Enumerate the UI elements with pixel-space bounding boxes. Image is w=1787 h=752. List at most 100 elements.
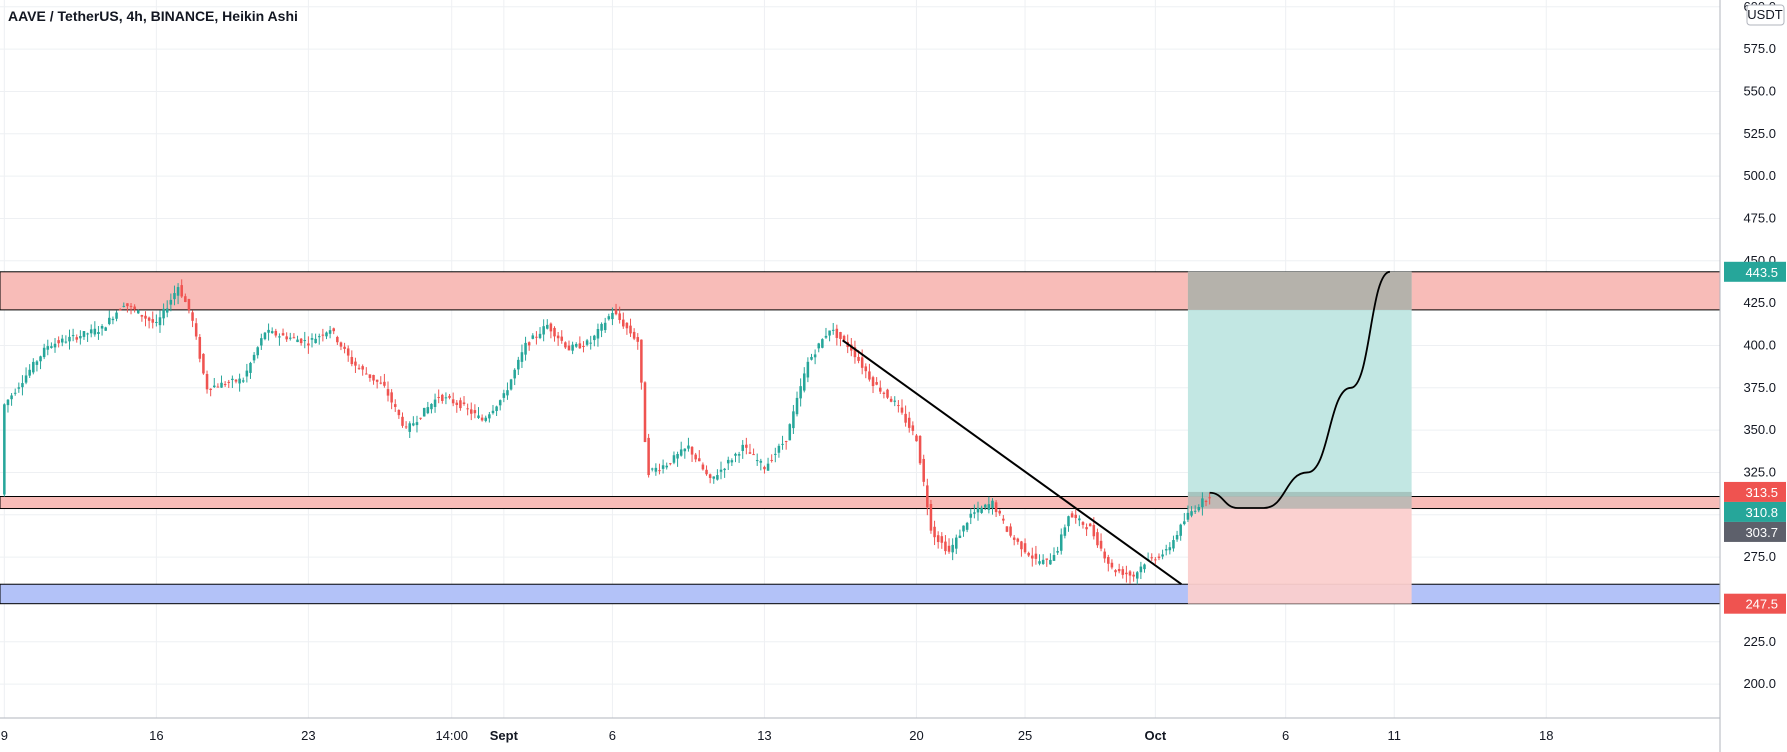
candle-body — [748, 452, 752, 454]
candle-body — [582, 346, 585, 348]
candle-body — [723, 468, 726, 471]
candle-body — [42, 347, 46, 358]
candle-body — [553, 327, 556, 337]
candle-body — [336, 336, 339, 343]
candle-body — [68, 336, 71, 342]
candle-body — [958, 535, 962, 538]
candle-body — [441, 394, 444, 401]
candle-body — [412, 423, 415, 426]
candle-body — [173, 293, 176, 300]
candle-body — [433, 399, 437, 407]
candle-body — [361, 366, 364, 370]
currency-label: USDT — [1746, 4, 1785, 26]
candle-body — [1092, 525, 1096, 537]
candle-body — [886, 389, 889, 398]
candle-body — [766, 463, 770, 471]
candle-body — [404, 426, 408, 428]
candle-body — [343, 346, 346, 349]
candle-body — [546, 324, 549, 329]
time-axis[interactable]: 9 16 23 14:00 Sept 6 13 20 25 Oct 6 11 18 — [0, 717, 1720, 743]
candle-body — [871, 377, 875, 387]
candle-body — [1183, 521, 1186, 525]
price-tick-label: 575.0 — [1743, 41, 1776, 56]
candle-body — [770, 459, 773, 461]
candle-body — [560, 336, 564, 341]
candle-body — [296, 339, 299, 343]
candle-body — [618, 313, 621, 321]
candle-body — [665, 465, 668, 468]
candle-body — [784, 441, 788, 443]
trend-line — [842, 339, 1182, 586]
candle-body — [676, 453, 679, 459]
candle-body — [1154, 559, 1157, 561]
price-label-box — [1724, 521, 1786, 542]
candle-body — [1168, 547, 1172, 551]
candle-body — [238, 378, 241, 384]
candle-body — [944, 541, 947, 552]
long-position-tool[interactable] — [1187, 271, 1412, 604]
time-tick-label: 14:00 — [435, 728, 468, 743]
candle-body — [325, 332, 328, 337]
candle-body — [176, 287, 180, 296]
price-label-badge: 247.5 — [1724, 593, 1786, 614]
candle-body — [35, 361, 39, 365]
candle-body — [795, 397, 799, 415]
candle-body — [430, 403, 433, 410]
currency-label-box — [1746, 4, 1785, 26]
candle-body — [455, 402, 459, 406]
candle-body — [129, 305, 133, 307]
candle-body — [1164, 549, 1168, 551]
candle-body — [893, 400, 897, 402]
candle-body — [147, 317, 151, 321]
candle-body — [241, 380, 245, 382]
currency-label-text: USDT — [1747, 7, 1782, 22]
price-label-badge: 443.5 — [1724, 261, 1786, 282]
candle-body — [1009, 526, 1012, 536]
candle-body — [249, 362, 252, 373]
candle-body — [53, 343, 57, 348]
drawings[interactable] — [842, 270, 1391, 586]
candle-body — [480, 417, 484, 421]
candle-body — [267, 329, 270, 333]
price-label-text: 247.5 — [1745, 597, 1778, 612]
candle-body — [698, 458, 701, 462]
candle-body — [1020, 541, 1023, 550]
candle-body — [187, 299, 191, 311]
price-tick-label: 225.0 — [1743, 634, 1776, 649]
candle-body — [1034, 553, 1038, 559]
candle-body — [1012, 537, 1016, 540]
candle-body — [882, 392, 886, 394]
candle-body — [111, 318, 115, 321]
candle-body — [419, 417, 422, 419]
candle-body — [578, 343, 582, 349]
candle-body — [491, 410, 495, 414]
candle-body — [857, 356, 860, 361]
price-label-text: 313.5 — [1745, 485, 1778, 500]
candle-body — [1135, 572, 1139, 579]
candle-body — [375, 379, 379, 382]
candle-body — [951, 544, 954, 553]
time-tick-label: 18 — [1539, 728, 1553, 743]
candle-body — [879, 387, 882, 392]
price-axis[interactable]: 200.0225.0250.0275.0300.0325.0350.0375.0… — [1719, 0, 1785, 752]
candle-body — [379, 382, 383, 384]
price-label-box — [1724, 501, 1786, 522]
candle-body — [1063, 527, 1067, 536]
candle-body — [205, 374, 209, 390]
candle-body — [640, 339, 643, 383]
candle-body — [108, 317, 111, 325]
candle-body — [278, 336, 281, 338]
candle-body — [118, 309, 122, 311]
candle-body — [140, 315, 144, 317]
candle-body — [585, 340, 589, 345]
candle-body — [900, 407, 904, 413]
candle-body — [864, 366, 868, 372]
candle-body — [904, 413, 907, 423]
candle-body — [310, 338, 314, 340]
candle-body — [603, 322, 607, 331]
candle-body — [1139, 566, 1143, 573]
candle-body — [669, 463, 672, 465]
candle-body — [647, 437, 650, 476]
candle-body — [202, 353, 205, 374]
